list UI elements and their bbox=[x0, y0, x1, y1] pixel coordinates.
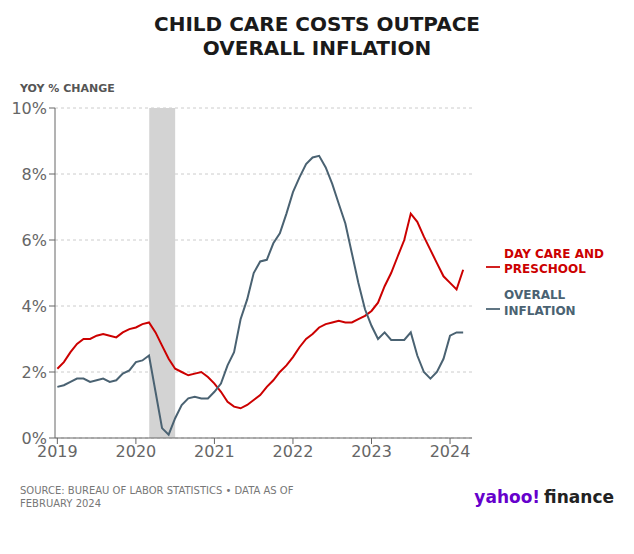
svg-text:2024: 2024 bbox=[430, 442, 471, 461]
svg-text:8%: 8% bbox=[22, 165, 47, 184]
html-text:OVERALL INFLATION: OVERALL INFLATION bbox=[504, 288, 576, 318]
svg-text:0%: 0% bbox=[22, 429, 47, 448]
svg-text:2021: 2021 bbox=[194, 442, 235, 461]
html-text:DAY CARE AND PRESCHOOL: DAY CARE AND PRESCHOOL bbox=[504, 246, 604, 277]
html-text:yahoo! finance: yahoo! finance bbox=[474, 487, 614, 507]
html-text:CHILD CARE COSTS OUTPACE OVERA: CHILD CARE COSTS OUTPACE OVERALL INFLATI… bbox=[154, 12, 480, 60]
svg-text:4%: 4% bbox=[22, 297, 47, 316]
html-text:SOURCE: BUREAU OF LABOR STATIS: SOURCE: BUREAU OF LABOR STATISTICS • DAT… bbox=[20, 485, 294, 509]
svg-text:10%: 10% bbox=[11, 99, 47, 118]
html-text:YOY % CHANGE: YOY % CHANGE bbox=[20, 82, 115, 95]
svg-text:2%: 2% bbox=[22, 363, 47, 382]
svg-text:2023: 2023 bbox=[351, 442, 392, 461]
svg-text:6%: 6% bbox=[22, 231, 47, 250]
svg-text:2022: 2022 bbox=[273, 442, 314, 461]
svg-text:2020: 2020 bbox=[116, 442, 157, 461]
svg-text:2019: 2019 bbox=[37, 442, 78, 462]
